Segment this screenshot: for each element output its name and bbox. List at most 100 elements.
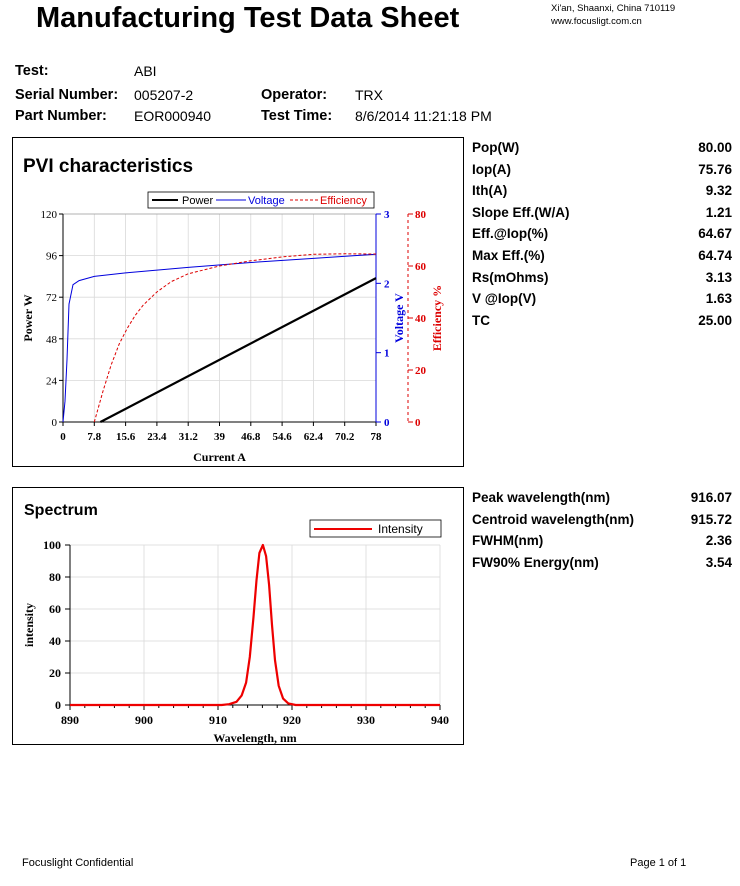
spectrum-stat-row: Peak wavelength(nm) 916.07: [472, 490, 732, 511]
pvi-stat-label: TC: [472, 312, 490, 328]
spectrum-y-tick-label: 80: [49, 570, 61, 584]
serial-number-label: Serial Number:: [15, 87, 119, 103]
spectrum-stat-value: 915.72: [690, 511, 732, 527]
spectrum-stat-row: FW90% Energy(nm) 3.54: [472, 555, 732, 576]
pvi-stat-value: 75.76: [698, 161, 732, 177]
pvi-y-tick-label: 96: [46, 251, 58, 263]
pvi-x-axis-label: Current A: [193, 450, 246, 464]
pvi-x-tick-label: 46.8: [241, 431, 261, 443]
spectrum-x-tick-label: 900: [135, 713, 153, 727]
company-address: Xi'an, Shaanxi, China 710119: [551, 3, 676, 14]
spectrum-x-tick-label: 920: [283, 713, 301, 727]
pvi-stat-value: 80.00: [698, 140, 732, 155]
pvi-y-tick-label: 72: [46, 292, 57, 304]
spectrum-stat-label: Peak wavelength(nm): [472, 490, 611, 505]
test-value: ABI: [134, 63, 157, 79]
pvi-stat-row: Max Eff.(%) 64.74: [472, 248, 732, 269]
pvi-legend-label-efficiency: Efficiency: [320, 195, 367, 207]
pvi-efficiency-axis-label: Efficiency %: [430, 285, 444, 351]
pvi-efficiency-tick-label: 80: [415, 209, 427, 221]
pvi-stat-label: Ith(A): [472, 183, 508, 199]
pvi-chart-title: PVI characteristics: [23, 156, 194, 177]
spectrum-x-tick-label: 890: [61, 713, 79, 727]
pvi-x-tick-label: 78: [371, 431, 383, 443]
pvi-stat-label: Slope Eff.(W/A): [472, 204, 570, 220]
test-time-label: Test Time:: [261, 108, 333, 124]
spectrum-stat-label: FW90% Energy(nm): [472, 554, 599, 570]
spectrum-y-tick-label: 20: [49, 666, 61, 680]
test-label: Test:: [15, 63, 49, 79]
pvi-series-efficiency-line: [93, 253, 377, 423]
pvi-x-tick-label: 70.2: [335, 431, 355, 443]
spectrum-series-intensity-line: [70, 543, 440, 707]
pvi-stat-row: Eff.@Iop(%) 64.67: [472, 226, 732, 247]
pvi-x-tick-label: 0: [60, 431, 66, 443]
part-number-label: Part Number:: [15, 108, 107, 124]
spectrum-stat-row: FWHM(nm) 2.36: [472, 533, 732, 554]
pvi-stat-label: Eff.@Iop(%): [472, 226, 549, 242]
spectrum-stat-label: FWHM(nm): [472, 533, 544, 549]
pvi-y-tick-label: 24: [46, 375, 58, 387]
spectrum-stat-row: Centroid wavelength(nm) 915.72: [472, 512, 732, 533]
pvi-legend: [147, 191, 375, 209]
pvi-stat-label: Max Eff.(%): [472, 248, 545, 263]
page-title: Manufacturing Test Data Sheet: [36, 2, 460, 34]
pvi-x-tick-label: 62.4: [304, 431, 324, 443]
pvi-stat-label: Rs(mOhms): [472, 269, 549, 285]
spectrum-stat-value: 2.36: [705, 533, 732, 549]
test-time-value: 8/6/2014 11:21:18 PM: [355, 108, 492, 124]
pvi-y-tick-label: 0: [52, 417, 58, 429]
pvi-stat-value: 9.32: [705, 183, 732, 199]
pvi-stat-value: 25.00: [698, 312, 732, 328]
pvi-stat-value: 1.21: [705, 204, 732, 220]
pvi-series-power-line: [99, 277, 377, 423]
part-number-value: EOR000940: [134, 108, 212, 124]
spectrum-stat-label: Centroid wavelength(nm): [472, 511, 635, 527]
pvi-stat-row: Rs(mOhms) 3.13: [472, 270, 732, 291]
pvi-voltage-axis-label: Voltage V: [392, 293, 406, 343]
pvi-voltage-tick-label: 1: [384, 348, 390, 360]
operator-label: Operator:: [261, 87, 328, 103]
spectrum-y-axis-label: intensity: [22, 603, 36, 647]
pvi-voltage-tick-label: 0: [384, 417, 390, 429]
pvi-x-tick-label: 7.8: [87, 431, 101, 443]
spectrum-legend-label-intensity: Intensity: [378, 522, 423, 536]
pvi-x-tick-label: 31.2: [179, 431, 199, 443]
pvi-stat-value: 1.63: [705, 291, 732, 307]
pvi-stat-row: Iop(A) 75.76: [472, 162, 732, 183]
spectrum-y-tick-label: 100: [43, 538, 61, 552]
footer-page-number: Page 1 of 1: [630, 857, 687, 869]
pvi-stat-label: V @Iop(V): [472, 291, 537, 307]
pvi-stat-value: 64.74: [698, 248, 732, 263]
operator-value: TRX: [355, 87, 383, 103]
pvi-y-tick-label: 120: [41, 209, 58, 221]
pvi-voltage-tick-label: 3: [384, 209, 390, 221]
pvi-x-tick-label: 39: [214, 431, 226, 443]
spectrum-chart-title: Spectrum: [24, 502, 98, 519]
pvi-y-tick-label: 48: [46, 334, 58, 346]
pvi-x-tick-label: 54.6: [272, 431, 292, 443]
pvi-stat-value: 3.13: [705, 269, 732, 285]
spectrum-y-tick-label: 0: [55, 698, 61, 712]
pvi-series-voltage-line: [62, 253, 377, 423]
spectrum-y-tick-label: 40: [49, 634, 61, 648]
spectrum-x-tick-label: 940: [431, 713, 449, 727]
pvi-legend-label-voltage: Voltage: [248, 195, 285, 207]
pvi-efficiency-tick-label: 40: [415, 313, 427, 325]
pvi-stat-row: TC 25.00: [472, 313, 732, 334]
pvi-x-tick-label: 23.4: [147, 431, 167, 443]
pvi-efficiency-tick-label: 0: [415, 417, 421, 429]
pvi-legend-label-power: Power: [182, 195, 214, 207]
spectrum-x-axis-label: Wavelength, nm: [213, 731, 296, 745]
pvi-stat-label: Pop(W): [472, 140, 520, 155]
company-website: www.focusligt.com.cn: [551, 16, 642, 27]
pvi-efficiency-tick-label: 20: [415, 365, 427, 377]
spectrum-stat-value: 3.54: [705, 554, 732, 570]
spectrum-legend: [309, 519, 442, 538]
spectrum-x-tick-label: 930: [357, 713, 375, 727]
pvi-y-axis-label: Power W: [21, 294, 35, 341]
pvi-stat-row: Pop(W) 80.00: [472, 140, 732, 161]
pvi-voltage-tick-label: 2: [384, 278, 390, 290]
